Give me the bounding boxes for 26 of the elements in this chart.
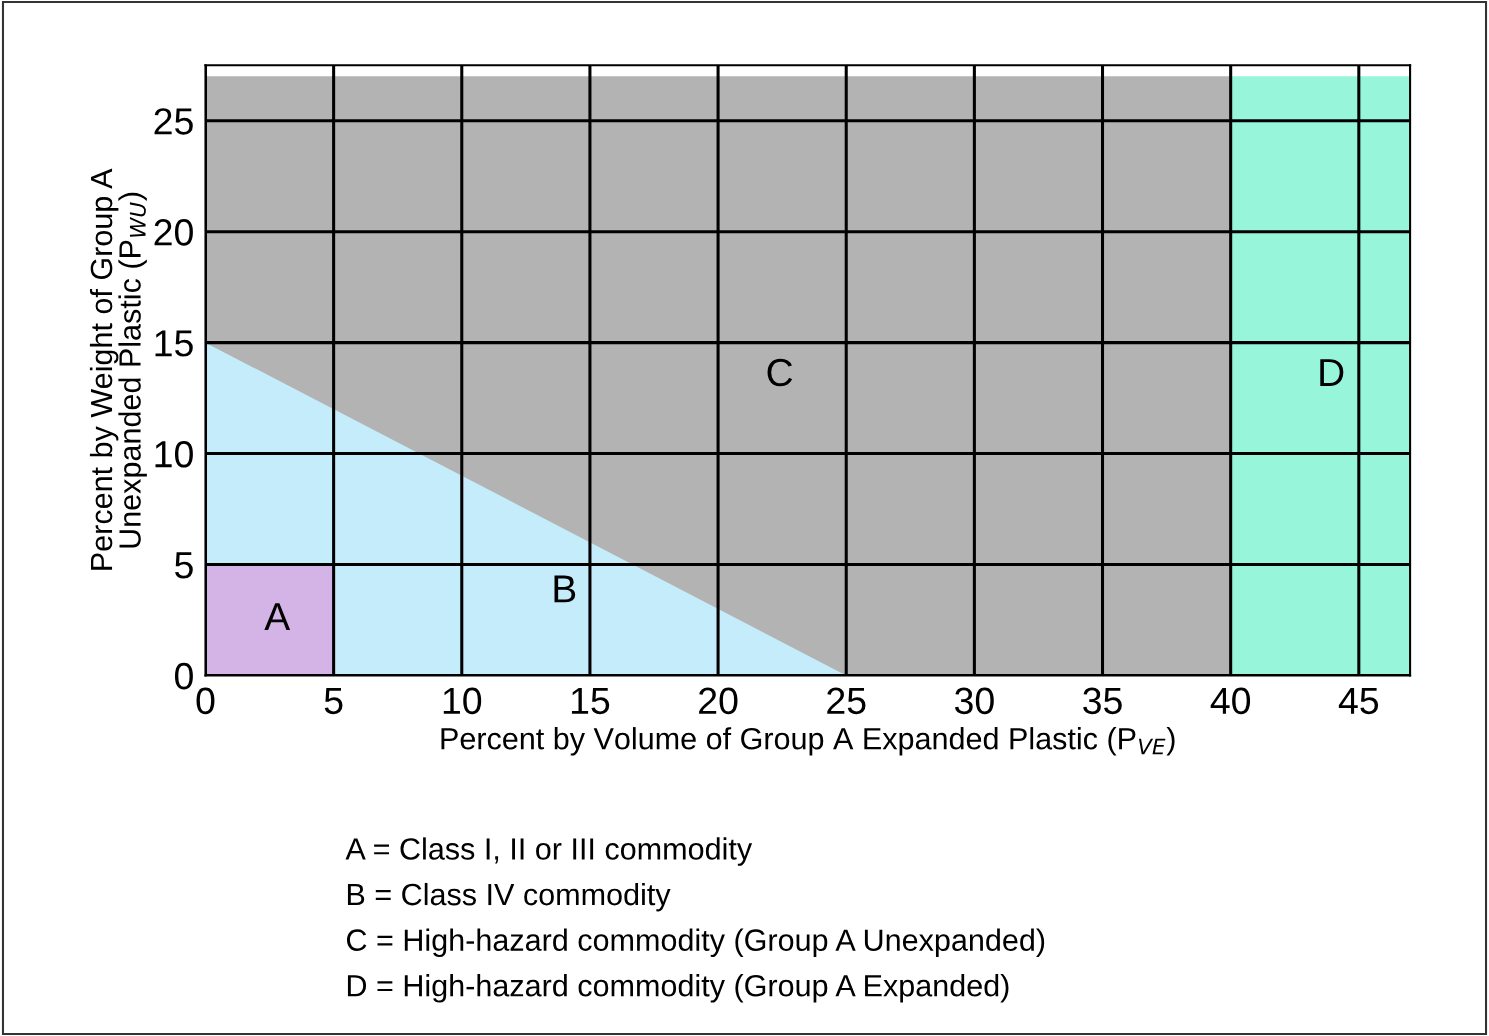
x-tick-label: 20	[699, 687, 738, 715]
y-tick-label: 10	[155, 440, 193, 468]
x-tick-label: 15	[571, 687, 610, 715]
series-label: B	[554, 575, 576, 603]
y-axis-title: Percent by Weight of Group A Unexpanded Plastic (P$_{WU}$)	[89, 168, 147, 570]
x-tick-label: 35	[1083, 687, 1122, 715]
text: B = Class IV commodity	[347, 882, 671, 912]
y-tick-label: 0	[174, 662, 193, 690]
x-tick-label: 45	[1338, 687, 1379, 715]
text: D = High-hazard commodity (Group A Expanded)	[347, 974, 1009, 1003]
x-tick-label: 40	[1210, 687, 1251, 715]
x-tick-label: 5	[324, 687, 343, 715]
series-label: A	[264, 603, 291, 631]
y-tick-label: 5	[175, 552, 193, 579]
x-tick-label: 30	[954, 687, 994, 715]
text: A = Class I, II or III commodity	[345, 837, 753, 866]
y-tick-label: 25	[154, 108, 193, 135]
x-tick-label: 25	[827, 687, 866, 715]
x-tick-label: 10	[443, 687, 482, 715]
series-label: C	[767, 358, 793, 387]
x-tick-label: 0	[196, 687, 215, 715]
series-label: D	[1320, 359, 1344, 386]
text: C = High-hazard commodity (Group A Unexpanded)	[347, 928, 1045, 957]
x-axis-title: Percent by Volume of Group A Expanded Plastic (P$_{VE}$)	[441, 727, 1175, 756]
y-tick-label: 15	[155, 330, 193, 357]
y-tick-label: 20	[154, 219, 193, 246]
